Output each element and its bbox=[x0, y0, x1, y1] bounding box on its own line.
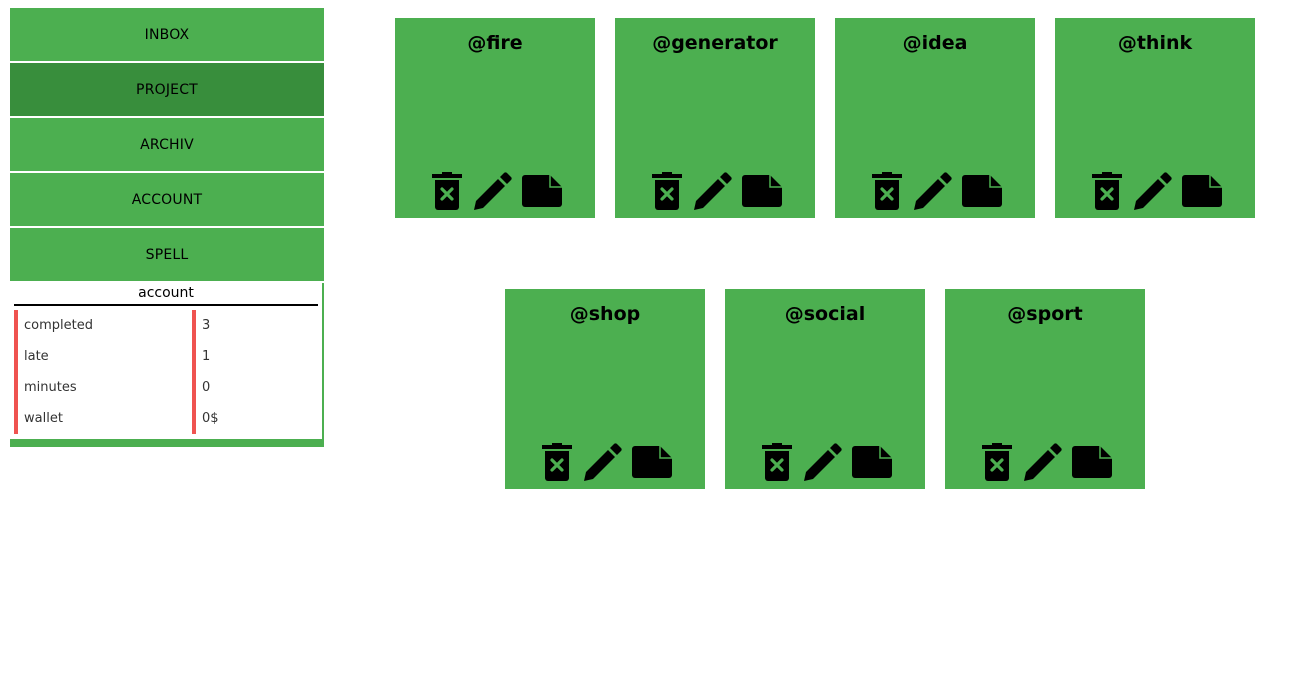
note-icon[interactable] bbox=[742, 175, 782, 207]
pencil-icon[interactable] bbox=[584, 443, 622, 481]
project-title: @social bbox=[784, 303, 866, 325]
account-value-late: 1 bbox=[192, 341, 314, 372]
project-title: @think bbox=[1117, 32, 1193, 54]
account-key-late: late bbox=[14, 341, 192, 372]
project-title: @shop bbox=[569, 303, 641, 325]
nav-item-project[interactable]: PROJECT bbox=[10, 63, 324, 116]
trash-x-icon[interactable] bbox=[762, 443, 792, 481]
trash-x-icon[interactable] bbox=[432, 172, 462, 210]
note-icon[interactable] bbox=[852, 446, 892, 478]
pencil-icon[interactable] bbox=[914, 172, 952, 210]
note-icon[interactable] bbox=[632, 446, 672, 478]
account-key-completed: completed bbox=[14, 310, 192, 341]
account-key-minutes: minutes bbox=[14, 372, 192, 403]
trash-x-icon[interactable] bbox=[652, 172, 682, 210]
account-table: completed 3 late 1 minutes 0 wallet 0$ bbox=[14, 310, 318, 434]
nav-item-spell[interactable]: SPELL bbox=[10, 228, 324, 281]
project-card-shop: @shop bbox=[505, 289, 705, 489]
project-title: @fire bbox=[467, 32, 523, 54]
note-icon[interactable] bbox=[1182, 175, 1222, 207]
account-value-wallet: 0$ bbox=[192, 403, 314, 434]
trash-x-icon[interactable] bbox=[542, 443, 572, 481]
nav-item-inbox[interactable]: INBOX bbox=[10, 8, 324, 61]
nav-item-archiv[interactable]: ARCHIV bbox=[10, 118, 324, 171]
account-value-minutes: 0 bbox=[192, 372, 314, 403]
project-title: @idea bbox=[902, 32, 968, 54]
project-title: @generator bbox=[652, 32, 778, 54]
account-key-wallet: wallet bbox=[14, 403, 192, 434]
trash-x-icon[interactable] bbox=[1092, 172, 1122, 210]
account-summary: account completed 3 late 1 minutes 0 wal… bbox=[10, 283, 322, 439]
account-title: account bbox=[14, 285, 318, 306]
trash-x-icon[interactable] bbox=[982, 443, 1012, 481]
note-icon[interactable] bbox=[522, 175, 562, 207]
pencil-icon[interactable] bbox=[694, 172, 732, 210]
account-panel: account completed 3 late 1 minutes 0 wal… bbox=[10, 283, 324, 447]
project-card-idea: @idea bbox=[835, 18, 1035, 218]
pencil-icon[interactable] bbox=[804, 443, 842, 481]
trash-x-icon[interactable] bbox=[872, 172, 902, 210]
project-card-social: @social bbox=[725, 289, 925, 489]
note-icon[interactable] bbox=[1072, 446, 1112, 478]
pencil-icon[interactable] bbox=[1134, 172, 1172, 210]
note-icon[interactable] bbox=[962, 175, 1002, 207]
account-value-completed: 3 bbox=[192, 310, 314, 341]
pencil-icon[interactable] bbox=[1024, 443, 1062, 481]
project-title: @sport bbox=[1007, 303, 1083, 325]
project-card-generator: @generator bbox=[615, 18, 815, 218]
nav-item-account[interactable]: ACCOUNT bbox=[10, 173, 324, 226]
project-card-think: @think bbox=[1055, 18, 1255, 218]
pencil-icon[interactable] bbox=[474, 172, 512, 210]
sidebar: INBOX PROJECT ARCHIV ACCOUNT SPELL accou… bbox=[10, 8, 324, 447]
project-card-sport: @sport bbox=[945, 289, 1145, 489]
project-card-fire: @fire bbox=[395, 18, 595, 218]
